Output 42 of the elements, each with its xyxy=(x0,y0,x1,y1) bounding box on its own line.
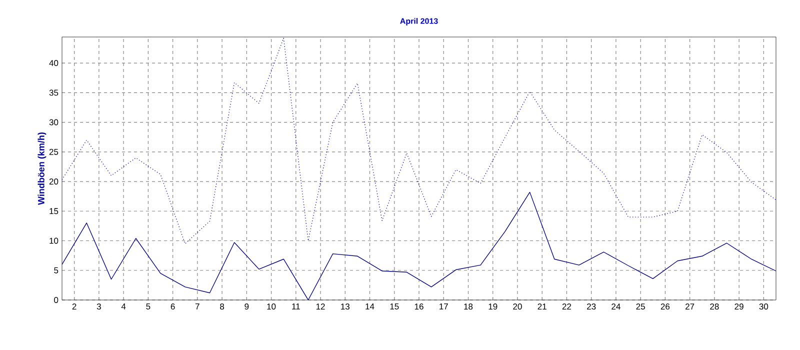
y-tick-label: 20 xyxy=(49,178,58,185)
y-axis-title: Windböen (km/h) xyxy=(38,132,46,205)
y-tick-label: 35 xyxy=(49,90,58,96)
y-tick-label: 0 xyxy=(54,296,58,303)
x-tick-label: 27 xyxy=(686,304,694,310)
x-tick-label: 22 xyxy=(562,304,572,310)
line-series xyxy=(62,38,776,244)
x-tick-label: 10 xyxy=(267,304,276,310)
y-tick-label: 5 xyxy=(54,267,58,274)
x-tick-label: 11 xyxy=(292,304,300,310)
y-tick-label: 15 xyxy=(50,208,58,214)
x-tick-label: 25 xyxy=(636,304,645,310)
x-tick-label: 8 xyxy=(220,304,224,310)
x-tick-label: 24 xyxy=(612,304,620,310)
x-tick-label: 29 xyxy=(734,304,744,310)
x-tick-label: 14 xyxy=(366,304,374,310)
y-tick-label: 10 xyxy=(50,238,58,244)
x-tick-label: 7 xyxy=(196,304,200,310)
y-tick-label: 40 xyxy=(49,60,58,66)
chart-title: April 2013 xyxy=(400,18,438,26)
x-tick-label: 2 xyxy=(72,304,76,310)
x-tick-label: 12 xyxy=(316,304,325,310)
x-tick-label: 30 xyxy=(759,304,768,310)
x-tick-label: 6 xyxy=(170,304,175,310)
x-tick-label: 26 xyxy=(660,304,670,310)
x-tick-label: 16 xyxy=(414,304,424,310)
x-tick-label: 17 xyxy=(440,304,448,310)
x-tick-label: 15 xyxy=(390,304,399,310)
x-tick-label: 19 xyxy=(488,304,498,310)
x-tick-label: 13 xyxy=(341,304,350,310)
x-tick-label: 3 xyxy=(96,304,101,310)
x-tick-label: 23 xyxy=(587,304,596,310)
x-tick-label: 20 xyxy=(513,304,522,310)
line-series xyxy=(62,192,776,300)
x-tick-label: 21 xyxy=(538,304,546,310)
x-tick-label: 4 xyxy=(121,304,126,310)
y-tick-label: 25 xyxy=(49,148,58,155)
x-tick-label: 9 xyxy=(244,304,249,310)
x-tick-label: 18 xyxy=(464,304,473,310)
x-tick-label: 28 xyxy=(710,304,719,310)
y-tick-label: 30 xyxy=(49,119,58,126)
x-tick-label: 5 xyxy=(146,304,150,310)
